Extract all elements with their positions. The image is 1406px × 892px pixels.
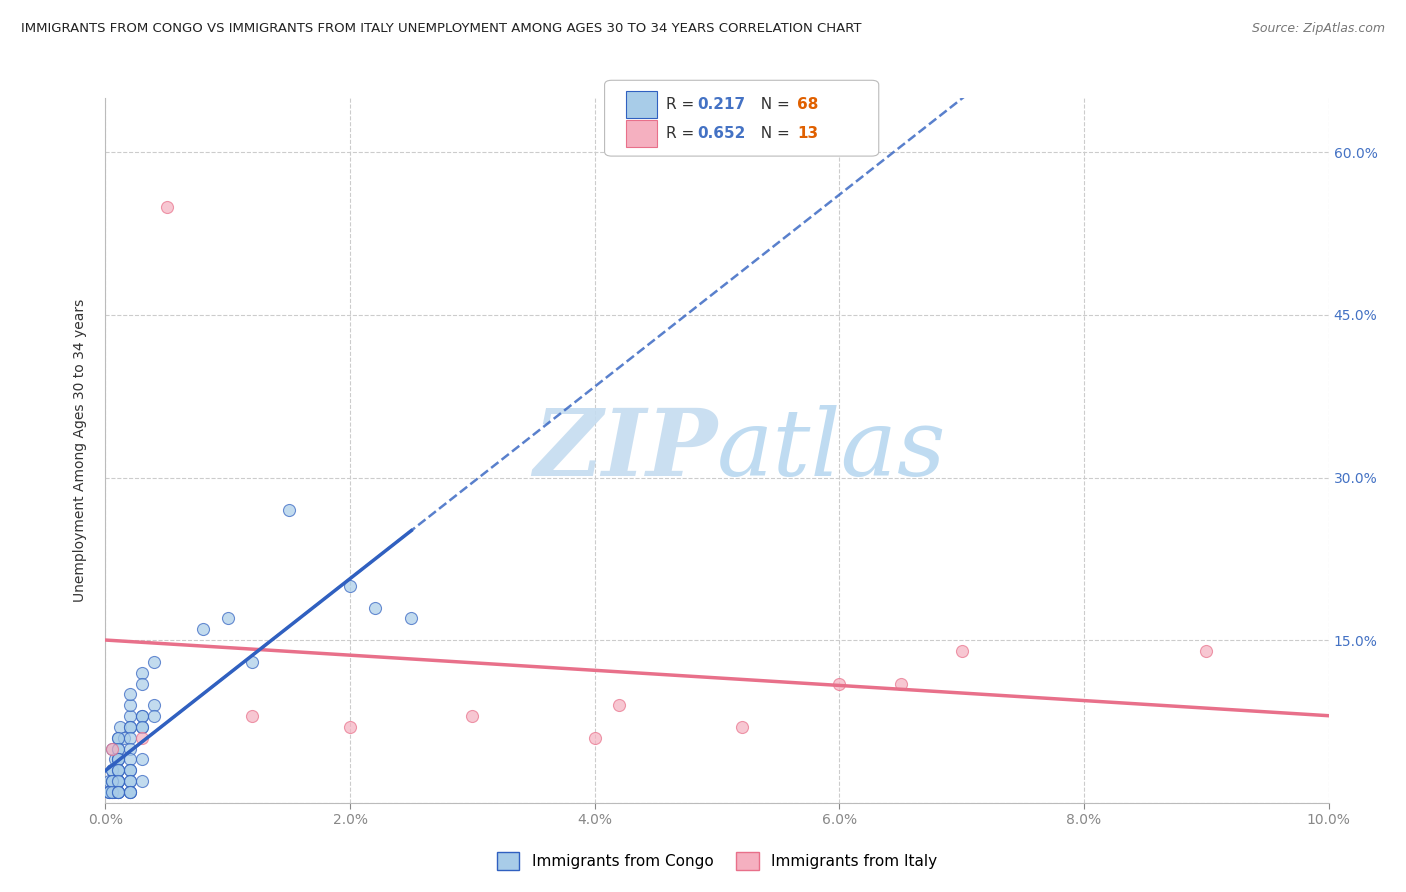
Point: [118, 720, 141, 734]
Point: [100, 764, 122, 778]
Point: [889, 676, 911, 690]
Point: [118, 774, 141, 789]
Point: [103, 785, 125, 799]
Point: [107, 752, 129, 766]
Point: [108, 720, 131, 734]
Point: [607, 698, 630, 713]
Point: [131, 709, 153, 723]
Text: R =: R =: [666, 127, 700, 141]
Point: [100, 785, 122, 799]
Point: [278, 503, 301, 517]
Point: [118, 785, 141, 799]
Text: N =: N =: [751, 127, 794, 141]
Point: [131, 752, 153, 766]
Point: [107, 774, 129, 789]
Point: [143, 709, 166, 723]
Point: [131, 665, 153, 680]
Point: [107, 741, 129, 756]
Point: [155, 200, 177, 214]
Point: [98, 785, 121, 799]
Point: [107, 752, 129, 766]
Point: [107, 785, 129, 799]
Point: [100, 741, 122, 756]
Text: 68: 68: [797, 97, 818, 112]
Text: 0.217: 0.217: [697, 97, 745, 112]
Point: [461, 709, 484, 723]
Text: Source: ZipAtlas.com: Source: ZipAtlas.com: [1251, 22, 1385, 36]
Point: [107, 785, 129, 799]
Point: [131, 709, 153, 723]
Point: [100, 774, 122, 789]
Point: [118, 752, 141, 766]
Point: [1195, 644, 1218, 658]
Point: [118, 764, 141, 778]
Point: [100, 741, 122, 756]
Text: atlas: atlas: [717, 406, 946, 495]
Point: [240, 655, 263, 669]
Point: [339, 579, 361, 593]
Point: [118, 764, 141, 778]
Point: [104, 752, 127, 766]
Legend: Immigrants from Congo, Immigrants from Italy: Immigrants from Congo, Immigrants from I…: [491, 847, 943, 876]
Text: IMMIGRANTS FROM CONGO VS IMMIGRANTS FROM ITALY UNEMPLOYMENT AMONG AGES 30 TO 34 : IMMIGRANTS FROM CONGO VS IMMIGRANTS FROM…: [21, 22, 862, 36]
Point: [131, 774, 153, 789]
Point: [107, 741, 129, 756]
Point: [107, 774, 129, 789]
Point: [118, 698, 141, 713]
Point: [131, 731, 153, 745]
Point: [98, 785, 121, 799]
Point: [107, 774, 129, 789]
Point: [107, 752, 129, 766]
Point: [100, 764, 122, 778]
Point: [107, 764, 129, 778]
Point: [401, 611, 423, 625]
Point: [828, 676, 851, 690]
Point: [118, 774, 141, 789]
Point: [107, 764, 129, 778]
Text: N =: N =: [751, 97, 794, 112]
Point: [217, 611, 239, 625]
Point: [240, 709, 263, 723]
Point: [118, 687, 141, 701]
Point: [100, 774, 122, 789]
Point: [118, 785, 141, 799]
Point: [583, 731, 606, 745]
Point: [118, 720, 141, 734]
Point: [107, 774, 129, 789]
Point: [107, 731, 129, 745]
Point: [131, 676, 153, 690]
Text: 13: 13: [797, 127, 818, 141]
Point: [112, 731, 135, 745]
Point: [107, 764, 129, 778]
Point: [339, 720, 361, 734]
Point: [100, 774, 122, 789]
Point: [193, 623, 215, 637]
Point: [107, 731, 129, 745]
Point: [118, 785, 141, 799]
Point: [730, 720, 752, 734]
Point: [107, 785, 129, 799]
Point: [100, 785, 122, 799]
Point: [363, 600, 385, 615]
Point: [118, 741, 141, 756]
Point: [98, 774, 121, 789]
Point: [118, 709, 141, 723]
Point: [118, 731, 141, 745]
Text: ZIP: ZIP: [533, 406, 717, 495]
Text: 0.652: 0.652: [697, 127, 745, 141]
Point: [950, 644, 973, 658]
Point: [143, 655, 166, 669]
Point: [143, 698, 166, 713]
Text: R =: R =: [666, 97, 700, 112]
Point: [131, 720, 153, 734]
Point: [131, 720, 153, 734]
Point: [107, 774, 129, 789]
Y-axis label: Unemployment Among Ages 30 to 34 years: Unemployment Among Ages 30 to 34 years: [73, 299, 87, 602]
Point: [98, 785, 121, 799]
Point: [107, 785, 129, 799]
